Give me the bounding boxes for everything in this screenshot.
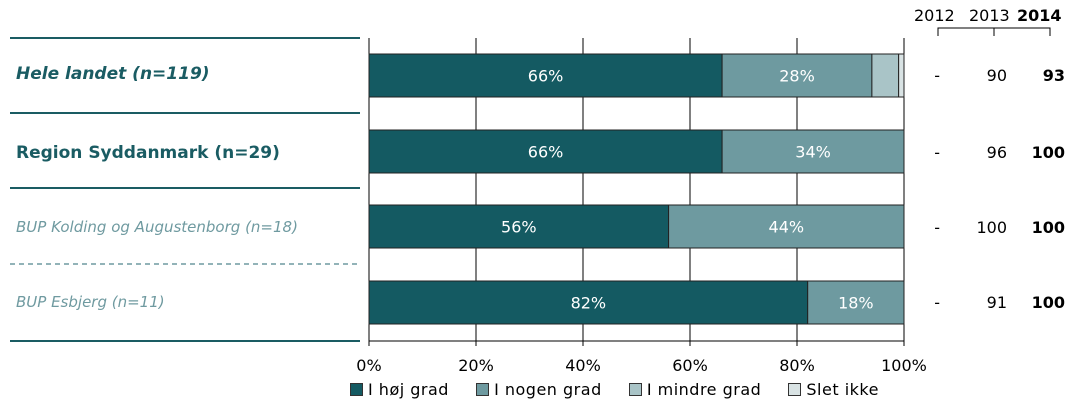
legend-swatch-nogen <box>476 383 489 396</box>
legend: I høj grad I nogen grad I mindre grad Sl… <box>350 380 901 400</box>
data-label: 44% <box>769 218 805 237</box>
history-2014-national: 93 <box>1005 66 1065 85</box>
legend-swatch-hoej <box>350 383 363 396</box>
legend-label-slet: Slet ikke <box>806 380 879 399</box>
history-2013-national: 90 <box>947 66 1007 85</box>
x-tick-label: 80% <box>779 356 815 375</box>
x-tick-label: 0% <box>356 356 381 375</box>
legend-item-nogen: I nogen grad <box>476 380 602 399</box>
history-2012-region: - <box>880 143 940 162</box>
data-label: 66% <box>528 143 564 162</box>
history-2014-esbjerg: 100 <box>1005 293 1065 312</box>
data-label: 82% <box>571 294 607 313</box>
history-2014-kolding: 100 <box>1005 218 1065 237</box>
category-label-region: Region Syddanmark (n=29) <box>16 143 280 163</box>
data-label: 18% <box>838 294 874 313</box>
x-tick-label: 40% <box>565 356 601 375</box>
legend-item-slet: Slet ikke <box>788 380 879 399</box>
history-year-2012: 2012 <box>914 6 955 25</box>
history-2013-region: 96 <box>947 143 1007 162</box>
x-tick-label: 20% <box>458 356 494 375</box>
data-label: 66% <box>528 67 564 86</box>
category-label-national: Hele landet (n=119) <box>16 64 210 84</box>
history-year-2014: 2014 <box>1017 6 1062 25</box>
data-label: 56% <box>501 218 537 237</box>
history-2013-esbjerg: 91 <box>947 293 1007 312</box>
history-2013-kolding: 100 <box>947 218 1007 237</box>
legend-item-mindre: I mindre grad <box>629 380 761 399</box>
x-tick-label: 100% <box>881 356 927 375</box>
category-label-unit-esbjerg: BUP Esbjerg (n=11) <box>16 293 165 311</box>
category-label-unit-kolding: BUP Kolding og Augustenborg (n=18) <box>16 218 298 236</box>
legend-swatch-slet <box>788 383 801 396</box>
x-tick-label: 60% <box>672 356 708 375</box>
legend-item-hoej: I høj grad <box>350 380 449 399</box>
legend-swatch-mindre <box>629 383 642 396</box>
legend-label-hoej: I høj grad <box>368 380 449 399</box>
history-2012-kolding: - <box>880 218 940 237</box>
history-year-2013: 2013 <box>969 6 1010 25</box>
history-2014-region: 100 <box>1005 143 1065 162</box>
legend-label-nogen: I nogen grad <box>494 380 602 399</box>
legend-label-mindre: I mindre grad <box>647 380 761 399</box>
history-2012-esbjerg: - <box>880 293 940 312</box>
data-label: 28% <box>779 67 815 86</box>
data-label: 34% <box>795 143 831 162</box>
history-2012-national: - <box>880 66 940 85</box>
